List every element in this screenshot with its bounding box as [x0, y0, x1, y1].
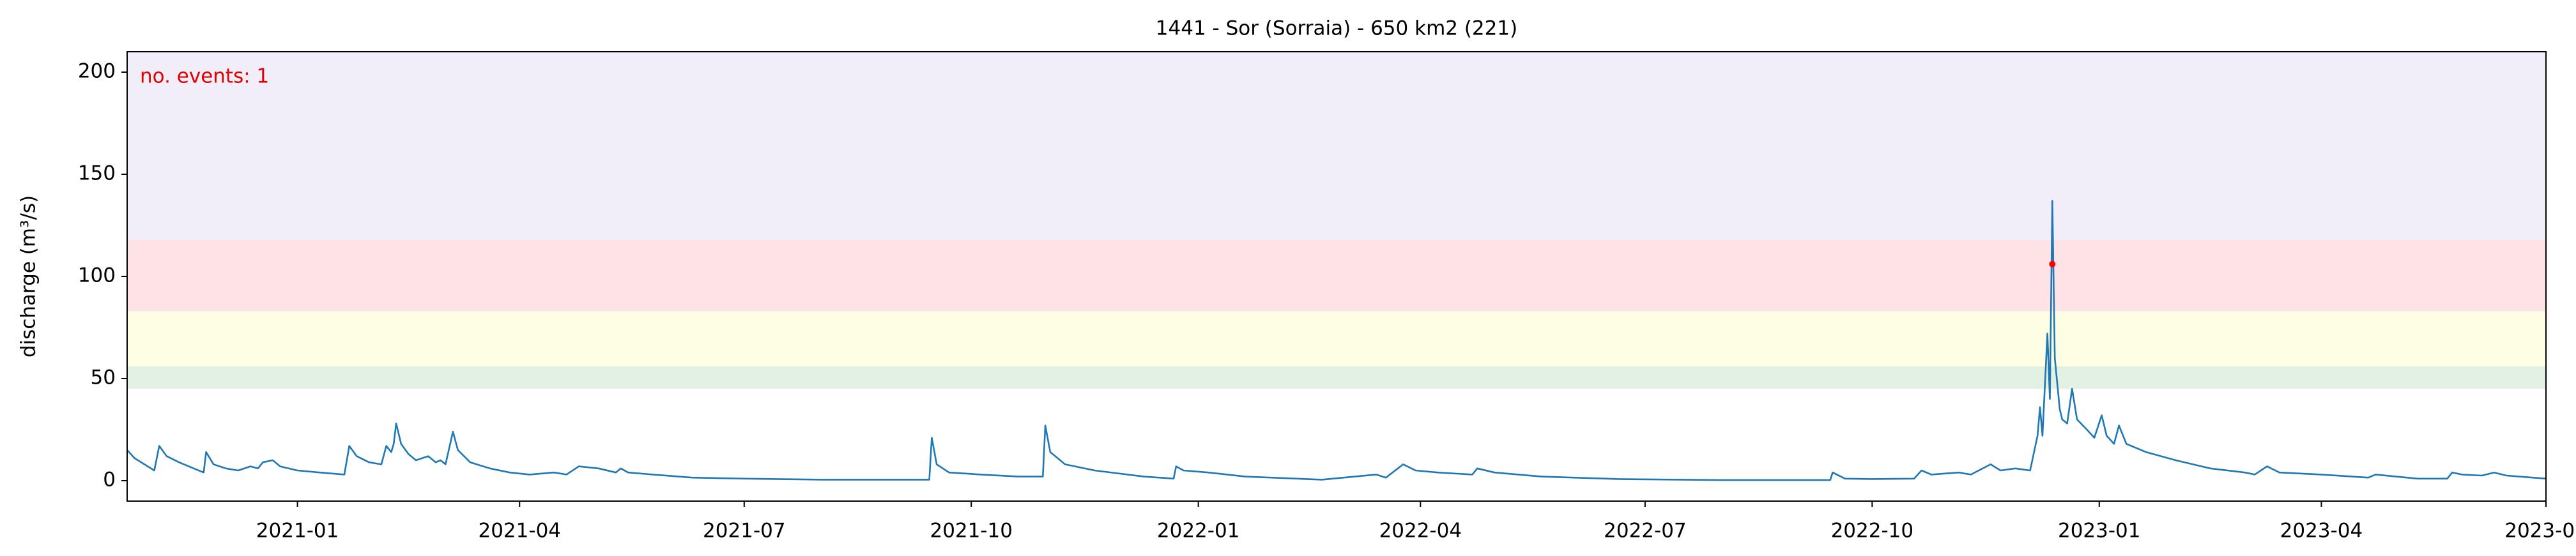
x-tick-label: 2022-07 — [1604, 520, 1687, 543]
threshold-band — [127, 52, 2546, 240]
x-tick-label: 2022-10 — [1831, 520, 1914, 543]
threshold-band — [127, 239, 2546, 312]
plot-frame — [126, 51, 2547, 502]
x-tick-label: 2022-04 — [1379, 520, 1462, 543]
x-tick-label: 2021-04 — [478, 520, 561, 543]
x-tick-label: 2021-10 — [930, 520, 1013, 543]
event-count: no. events: 1 — [140, 65, 269, 88]
event-marker — [2049, 260, 2056, 267]
chart-title: 1441 - Sor (Sorraia) - 650 km2 (221) — [1156, 17, 1517, 40]
y-axis-label: discharge (m³/s) — [17, 195, 40, 357]
x-tick-label: 2021-01 — [256, 520, 339, 543]
y-tick-label: 100 — [78, 264, 116, 287]
x-tick-label: 2021-07 — [703, 520, 786, 543]
threshold-band — [127, 366, 2546, 389]
discharge-line — [126, 200, 2547, 481]
threshold-band — [127, 311, 2546, 366]
x-tick-label: 2023-01 — [2058, 520, 2141, 543]
x-tick-label: 2023-07 — [2504, 520, 2576, 543]
y-tick-label: 50 — [91, 366, 116, 389]
x-tick-label: 2022-01 — [1157, 520, 1240, 543]
x-tick-label: 2023-04 — [2280, 520, 2363, 543]
y-tick-label: 0 — [103, 469, 116, 492]
y-tick-label: 200 — [78, 60, 116, 83]
y-tick-label: 150 — [78, 162, 116, 185]
